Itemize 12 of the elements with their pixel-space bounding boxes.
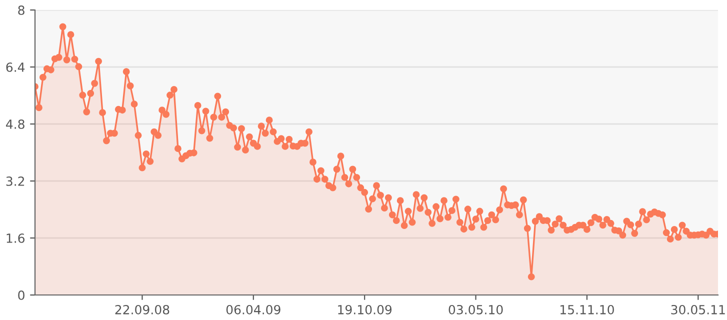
y-tick-label: 4.8 [6,119,24,129]
x-tick-label: 22.09.08 [115,304,170,314]
x-tick-label: 19.10.09 [338,304,392,314]
y-tick-label: 6.4 [6,62,25,72]
x-tick-label: 15.11.10 [560,304,614,314]
y-tick-label: 0 [18,290,24,300]
x-tick-label: 03.05.10 [448,304,503,314]
x-tick-label: 06.04.09 [226,304,280,314]
y-tick-label: 1.6 [6,233,24,243]
x-tick-label: 30.05.11 [671,304,725,314]
y-tick-label: 8 [18,5,24,15]
y-tick-label: 3.2 [6,176,24,186]
